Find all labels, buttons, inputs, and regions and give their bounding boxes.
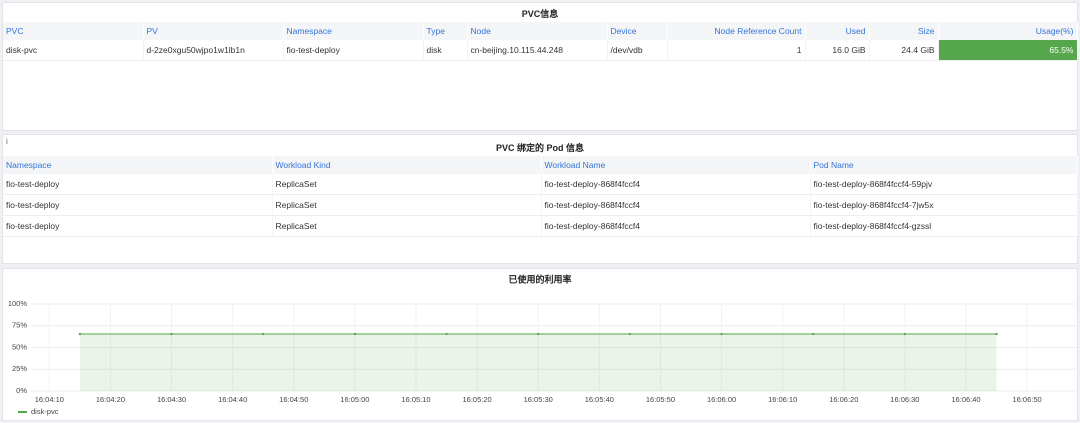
point [78, 332, 82, 336]
chart-panel: 已使用的利用率 0% 25% 50% 75% 100% 16:04:10 16:04:20 1… [2, 268, 1078, 421]
table-cell: /dev/vdb [607, 40, 668, 61]
panel-title: PVC 绑定的 Pod 信息 [495, 143, 584, 153]
y-tick-label: 75% [12, 321, 27, 330]
x-tick-label: 16:06:50 [1013, 395, 1042, 404]
table-row: disk-pvc d-2ze0xgu50wjpo1w1lb1n fio-test-d… [3, 40, 1078, 61]
point [262, 332, 265, 336]
table-cell: fio-test-deploy-868f4fccf4 [541, 194, 811, 216]
point [537, 332, 540, 336]
x-tick-label: 16:05:10 [401, 395, 430, 404]
table-cell: fio-test-deploy [3, 215, 273, 237]
header-row: Namespace Workload Kind Workload Name Pod N… [3, 156, 1078, 174]
point [720, 332, 723, 336]
column-header: Device [607, 22, 668, 40]
panel-title: PVC信息 [521, 9, 559, 19]
table-cell: fio-test-deploy-868f4fccf4 [541, 215, 811, 237]
column-header: Workload Kind [272, 156, 542, 174]
x-tick-label: 16:05:40 [585, 395, 614, 404]
y-tick-label: 25% [12, 364, 27, 373]
table-cell: ReplicaSet [272, 174, 542, 195]
x-tick-label: 16:05:30 [524, 395, 553, 404]
y-tick-label: 100% [8, 299, 28, 308]
point [353, 332, 357, 336]
table-cell: ReplicaSet [272, 215, 542, 237]
x-tick-label: 16:04:30 [157, 395, 186, 404]
x-tick-label: 16:06:10 [768, 395, 797, 404]
x-tick-label: 16:04:50 [279, 395, 308, 404]
x-tick-label: 16:05:00 [340, 395, 369, 404]
column-header: Size [869, 22, 939, 40]
column-header: Workload Name [541, 156, 811, 174]
table-cell: cn-beijing.10.115.44.248 [467, 40, 608, 61]
pvc-table: PVC PV Namespace Type Node Device Node Referen… [3, 22, 1078, 61]
table-cell: fio-test-deploy-868f4fccf4-59pjv [810, 174, 1078, 195]
table-cell: 1 [667, 40, 806, 61]
x-tick-label: 16:06:20 [829, 395, 858, 404]
x-tick-label: 16:04:10 [35, 395, 64, 404]
point [445, 332, 448, 336]
x-tick-label: 16:06:00 [707, 395, 736, 404]
point [812, 332, 815, 336]
table-cell: fio-test-deploy [3, 174, 273, 195]
column-header: Used [805, 22, 870, 40]
info-icon[interactable]: i [6, 137, 8, 146]
x-tick-label: 16:04:40 [218, 395, 247, 404]
column-header: PVC [3, 22, 144, 40]
x-tick-label: 16:05:20 [463, 395, 492, 404]
pvc-panel: PVC信息 PVC PV Namespace Type Node Device Node R… [2, 2, 1078, 131]
table-cell: d-2ze0xgu50wjpo1w1lb1n [143, 40, 284, 61]
column-header: Type [423, 22, 468, 40]
chart-title: 已使用的利用率 [508, 273, 571, 284]
table-cell: fio-test-deploy [283, 40, 424, 61]
table-cell: fio-test-deploy [3, 194, 273, 216]
table-cell: fio-test-deploy-868f4fccf4 [541, 174, 811, 195]
column-header: PV [143, 22, 284, 40]
column-header: Pod Name [810, 156, 1078, 174]
table-row: fio-test-deploy ReplicaSet fio-test-deploy… [3, 215, 1078, 237]
point [170, 332, 173, 336]
y-tick-label: 50% [12, 342, 27, 351]
x-tick-label: 16:05:50 [646, 395, 675, 404]
table-cell: fio-test-deploy-868f4fccf4-7jw5x [810, 194, 1078, 216]
point [995, 332, 998, 336]
area [79, 334, 997, 391]
table-cell: fio-test-deploy-868f4fccf4-gzssl [810, 215, 1078, 237]
point [903, 332, 907, 336]
legend-label: disk-pvc [31, 407, 59, 416]
column-header: Namespace [3, 156, 273, 174]
column-header: Node Reference Count [667, 22, 806, 40]
table-cell: disk [423, 40, 468, 61]
header-row: PVC PV Namespace Type Node Device Node Referen… [3, 22, 1078, 40]
table-cell: 16.0 GiB [805, 40, 870, 61]
column-header: Namespace [283, 22, 424, 40]
table-row: fio-test-deploy ReplicaSet fio-test-deploy… [3, 194, 1078, 216]
table-cell: disk-pvc [3, 40, 144, 61]
x-tick-label: 16:04:20 [96, 395, 125, 404]
column-header: Node [467, 22, 608, 40]
chart: 已使用的利用率 0% 25% 50% 75% 100% 16:04:10 16:04:20 1… [8, 273, 1076, 416]
x-tick-label: 16:06:30 [890, 395, 919, 404]
table-row: fio-test-deploy ReplicaSet fio-test-deploy… [3, 174, 1078, 195]
column-header: Usage(%) [938, 22, 1078, 40]
table-cell: 24.4 GiB [869, 40, 939, 61]
point [628, 332, 632, 336]
pod-panel: i PVC 绑定的 Pod 信息 Namespace Workload Kind W… [2, 134, 1078, 264]
pod-table: Namespace Workload Kind Workload Name Pod N… [3, 156, 1078, 237]
table-cell: 65.5% [938, 40, 1078, 61]
table-cell: ReplicaSet [272, 194, 542, 216]
x-tick-label: 16:06:40 [951, 395, 980, 404]
y-tick-label: 0% [16, 386, 27, 395]
